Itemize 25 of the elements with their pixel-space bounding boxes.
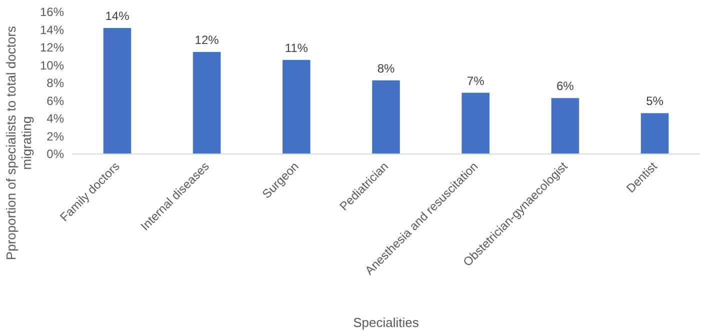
bar (103, 28, 132, 154)
y-tick-label: 2% (46, 129, 64, 144)
bar (192, 52, 221, 154)
bar (640, 113, 669, 154)
data-label: 6% (556, 79, 574, 94)
y-tick-label: 14% (40, 22, 64, 37)
y-tick-label: 0% (46, 147, 64, 162)
data-label: 14% (105, 8, 130, 23)
y-axis-title: Pproportion of specialists to total doctors migrating (3, 25, 34, 260)
data-label: 8% (377, 61, 395, 76)
x-axis-title: Specialities (353, 315, 420, 330)
bar (372, 80, 400, 154)
y-tick-label: 4% (46, 112, 64, 126)
y-tick-label: 12% (40, 40, 64, 55)
bar (462, 92, 490, 154)
bar (282, 60, 310, 154)
data-label: 11% (284, 40, 308, 55)
y-tick-label: 16% (40, 5, 64, 20)
data-label: 5% (646, 94, 664, 108)
data-label: 7% (466, 74, 485, 88)
y-tick-label: 6% (46, 94, 64, 108)
data-label: 12% (194, 32, 220, 47)
y-tick-label: 10% (40, 58, 64, 72)
y-tick-label: 8% (46, 76, 64, 90)
bar (551, 98, 580, 154)
